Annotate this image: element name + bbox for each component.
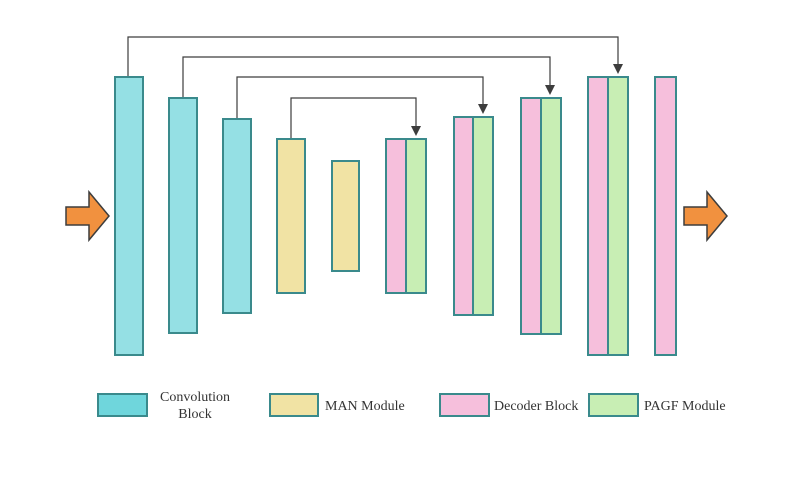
legend-label-decoder: Decoder Block <box>494 399 579 414</box>
decoder-block-4 <box>587 76 609 356</box>
decoder-block-final <box>654 76 677 356</box>
pagf-module-4 <box>607 76 629 356</box>
legend-swatch-convolution <box>97 393 148 417</box>
skip-connection-4 <box>290 97 421 139</box>
legend-label-convolution: Convolution Block <box>159 390 230 422</box>
convolution-block-3 <box>222 118 252 314</box>
skip-connection-2 <box>182 56 555 98</box>
legend-label-man: MAN Module <box>325 399 405 414</box>
skip-connections <box>127 36 623 139</box>
pagf-module-1 <box>405 138 427 294</box>
man-module-1 <box>276 138 306 294</box>
skip-connection-1 <box>127 36 623 77</box>
legend-label-pagf: PAGF Module <box>644 399 726 414</box>
output-arrow-icon <box>683 189 728 243</box>
decoder-block-3 <box>520 97 542 335</box>
legend-swatch-man <box>269 393 319 417</box>
decoder-block-1 <box>385 138 407 294</box>
convolution-block-1 <box>114 76 144 356</box>
man-module-2 <box>331 160 360 272</box>
pagf-module-2 <box>472 116 494 316</box>
encoder-blocks <box>114 76 252 356</box>
legend-swatch-pagf <box>588 393 639 417</box>
decoder-stages <box>385 76 677 356</box>
skip-connection-3 <box>236 76 488 119</box>
convolution-block-2 <box>168 97 198 334</box>
legend-swatch-decoder <box>439 393 490 417</box>
man-modules <box>276 138 360 294</box>
input-arrow-icon <box>65 189 110 243</box>
pagf-module-3 <box>540 97 562 335</box>
decoder-block-2 <box>453 116 474 316</box>
